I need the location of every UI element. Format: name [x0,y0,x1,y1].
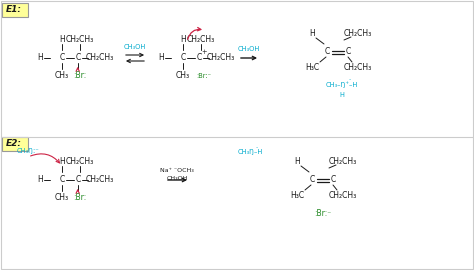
Text: H: H [59,157,65,167]
Text: :Br:⁻: :Br:⁻ [314,208,332,218]
Text: C: C [59,176,64,184]
Text: C: C [310,176,315,184]
Text: CH₃Ŋ–H: CH₃Ŋ–H [237,149,263,155]
Text: CH₂CH₃: CH₂CH₃ [344,29,372,39]
FancyBboxPatch shape [1,137,27,150]
Text: C: C [75,53,81,62]
Text: C: C [181,53,186,62]
Text: H: H [59,35,65,45]
Text: H: H [158,53,164,62]
Text: H: H [180,35,186,45]
FancyBboxPatch shape [1,2,27,16]
Text: :Br:⁻: :Br:⁻ [196,73,211,79]
Text: +: + [201,49,207,55]
Text: ··: ·· [348,77,352,83]
Text: CH₃: CH₃ [55,72,69,80]
Text: CH₂CH₃: CH₂CH₃ [329,191,357,201]
Text: H: H [339,92,345,98]
Text: CH₂CH₃: CH₂CH₃ [86,176,114,184]
Text: CH₂CH₃: CH₂CH₃ [187,35,215,45]
Text: Na⁺ ⁻OCH₃: Na⁺ ⁻OCH₃ [160,168,194,174]
Text: H: H [294,157,300,167]
Text: H₃C: H₃C [290,191,304,201]
Text: ··: ·· [255,146,259,150]
Text: CH₂CH₃: CH₂CH₃ [66,157,94,167]
Text: CH₃–Ŋ⁺–H: CH₃–Ŋ⁺–H [326,82,358,88]
Text: C: C [196,53,201,62]
Text: C: C [75,176,81,184]
Text: CH₃Ŋ:⁻: CH₃Ŋ:⁻ [17,148,39,154]
Text: CH₂CH₃: CH₂CH₃ [207,53,235,62]
Text: C: C [325,48,330,56]
Text: CH₂CH₃: CH₂CH₃ [86,53,114,62]
Text: CH₃OH: CH₃OH [124,44,146,50]
Text: C: C [346,48,351,56]
Text: C: C [59,53,64,62]
Text: :Br:: :Br: [73,72,87,80]
Text: H: H [37,53,43,62]
Text: CH₃: CH₃ [55,194,69,202]
Text: CH₂CH₃: CH₂CH₃ [344,63,372,73]
Text: CH₃: CH₃ [176,72,190,80]
Text: C: C [331,176,336,184]
Text: E1:: E1: [6,5,22,15]
Text: H: H [309,29,315,39]
Text: CH₂CH₃: CH₂CH₃ [66,35,94,45]
Text: E2:: E2: [6,140,22,148]
Text: H: H [37,176,43,184]
Text: CH₃OH: CH₃OH [238,46,260,52]
Text: CH₂CH₃: CH₂CH₃ [329,157,357,167]
Text: H₃C: H₃C [305,63,319,73]
Text: CH₃OH: CH₃OH [166,176,188,181]
Text: :Br:: :Br: [73,194,87,202]
